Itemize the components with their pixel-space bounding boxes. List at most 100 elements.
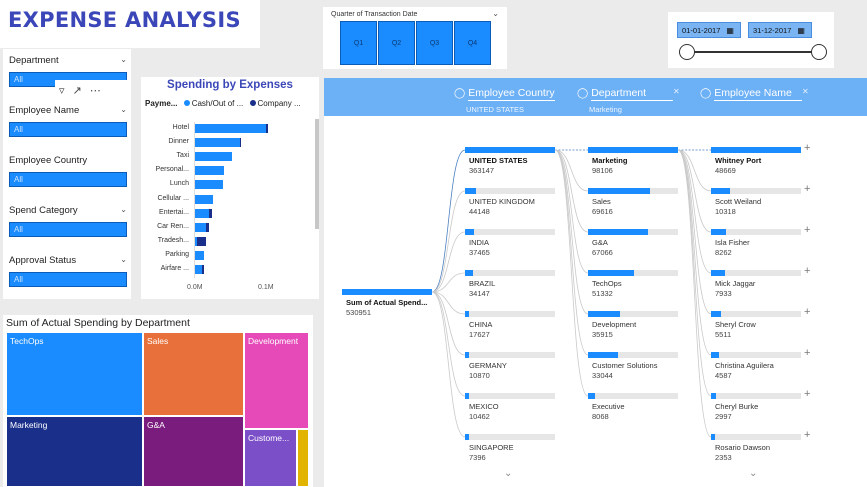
- bar-cash[interactable]: [195, 152, 233, 162]
- focus-mode-icon[interactable]: ↗: [72, 84, 82, 97]
- chart-scrollbar[interactable]: [315, 119, 319, 229]
- chevron-down-icon[interactable]: ⌄: [120, 55, 127, 64]
- bar-cash[interactable]: [195, 194, 213, 204]
- node-bar-track: [711, 311, 801, 317]
- decomp-connector: [677, 149, 712, 356]
- bar-cash[interactable]: [195, 166, 224, 176]
- bar-cash[interactable]: [195, 222, 206, 232]
- expand-icon[interactable]: +: [804, 183, 811, 195]
- node-label: UNITED STATES: [469, 156, 528, 165]
- bar-company[interactable]: [208, 208, 212, 218]
- bar-cash[interactable]: [195, 265, 203, 274]
- node-label: CHINA: [469, 320, 493, 329]
- treemap-cell-development[interactable]: Development: [244, 332, 309, 429]
- chevron-down-icon[interactable]: ⌄: [120, 255, 127, 264]
- filter-dropdown[interactable]: All: [9, 172, 127, 187]
- bar-company[interactable]: [205, 222, 209, 232]
- node-bar: [465, 352, 469, 358]
- chevron-down-icon[interactable]: ⌄: [492, 9, 499, 18]
- filter-label: Approval Status: [9, 255, 77, 266]
- expand-icon[interactable]: +: [804, 429, 811, 441]
- quarter-button-q1[interactable]: Q1: [340, 21, 377, 65]
- quarter-button-q4[interactable]: Q4: [454, 21, 491, 65]
- bar-cash[interactable]: [195, 138, 240, 148]
- node-label: TechOps: [592, 279, 622, 288]
- filter-label: Department: [9, 55, 59, 66]
- node-bar: [711, 270, 726, 276]
- node-label: Development: [592, 320, 637, 329]
- quarter-slicer-label: Quarter of Transaction Date: [331, 11, 418, 18]
- more-options-icon[interactable]: ⋯: [89, 84, 101, 97]
- end-date-input[interactable]: 31-12-2017 ▦: [748, 22, 812, 38]
- date-slider-track[interactable]: [687, 51, 819, 53]
- decomp-header-department[interactable]: ◯ Department ✕ Marketing: [577, 87, 680, 114]
- quarter-button-q3[interactable]: Q3: [416, 21, 453, 65]
- expand-icon[interactable]: +: [804, 306, 811, 318]
- node-value: 37465: [469, 248, 490, 257]
- node-bar: [588, 270, 635, 276]
- title-panel: EXPENSE ANALYSIS: [0, 0, 260, 48]
- treemap-cell-ga[interactable]: G&A: [143, 416, 244, 487]
- node-value: 35915: [592, 330, 613, 339]
- node-value: 48669: [715, 166, 736, 175]
- expand-icon[interactable]: +: [804, 347, 811, 359]
- node-label: Isla Fisher: [715, 238, 750, 247]
- quarter-button-q2[interactable]: Q2: [378, 21, 415, 65]
- node-value: 34147: [469, 289, 490, 298]
- date-slider-end-handle[interactable]: [811, 44, 827, 60]
- bar-cash[interactable]: [195, 250, 204, 260]
- close-icon[interactable]: ✕: [673, 87, 680, 96]
- filter-approval-status: Approval Status ⌄ All: [9, 255, 127, 287]
- bar-cash[interactable]: [195, 236, 198, 246]
- decomp-header-employee[interactable]: ◯ Employee Name ✕: [700, 87, 809, 101]
- treemap-cell-techops[interactable]: TechOps: [6, 332, 143, 416]
- treemap-cell-executive[interactable]: [297, 429, 309, 487]
- bar-company[interactable]: [197, 236, 206, 246]
- decomp-connector: [554, 149, 589, 192]
- filter-dropdown[interactable]: All: [9, 272, 127, 287]
- filter-dropdown[interactable]: All: [9, 122, 127, 137]
- bar-cash[interactable]: [195, 208, 209, 218]
- expand-icon[interactable]: +: [804, 388, 811, 400]
- node-label: BRAZIL: [469, 279, 496, 288]
- start-date-input[interactable]: 01-01-2017 ▦: [677, 22, 741, 38]
- expand-icon[interactable]: +: [804, 265, 811, 277]
- expand-icon[interactable]: +: [804, 142, 811, 154]
- filter-icon[interactable]: ▿: [59, 84, 65, 97]
- decomp-connector: [677, 149, 712, 397]
- bar-company[interactable]: [239, 138, 242, 148]
- decomp-connector: [554, 149, 589, 315]
- node-value: 363147: [469, 166, 495, 175]
- node-bar: [465, 434, 469, 440]
- chart-legend: Payme... Cash/Out of ... Company ...: [145, 99, 301, 108]
- treemap-cell-sales[interactable]: Sales: [143, 332, 244, 416]
- close-icon[interactable]: ✕: [802, 87, 809, 96]
- bar-company[interactable]: [265, 124, 269, 133]
- node-bar: [465, 188, 476, 194]
- bar-cash[interactable]: [195, 180, 224, 190]
- filter-dropdown[interactable]: All: [9, 222, 127, 237]
- bar-cash[interactable]: [195, 124, 266, 133]
- decomp-connector: [431, 231, 466, 293]
- filter-label: Employee Name: [9, 105, 80, 116]
- node-bar: [588, 147, 678, 153]
- decomp-connector: [677, 149, 712, 233]
- decomp-connector: [431, 291, 466, 438]
- treemap-cell-customer-solutions[interactable]: Custome...: [244, 429, 297, 487]
- chevron-down-icon[interactable]: ⌄: [120, 205, 127, 214]
- node-bar: [711, 188, 730, 194]
- chevron-down-icon[interactable]: ⌄: [120, 105, 127, 114]
- node-value: 2353: [715, 453, 732, 462]
- decomp-connector: [677, 149, 712, 192]
- decomp-connector: [677, 149, 712, 315]
- date-slider-start-handle[interactable]: [679, 44, 695, 60]
- expand-icon[interactable]: +: [804, 224, 811, 236]
- bar-company[interactable]: [202, 265, 205, 274]
- treemap-cell-marketing[interactable]: Marketing: [6, 416, 143, 487]
- chevron-down-icon[interactable]: ⌄: [504, 468, 513, 479]
- calendar-icon[interactable]: ▦: [797, 25, 805, 35]
- chevron-down-icon[interactable]: ⌄: [749, 468, 758, 479]
- bar-category-label: Entertai...: [159, 208, 189, 216]
- decomp-header-country[interactable]: ◯ Employee Country UNITED STATES: [454, 87, 555, 114]
- calendar-icon[interactable]: ▦: [726, 25, 734, 35]
